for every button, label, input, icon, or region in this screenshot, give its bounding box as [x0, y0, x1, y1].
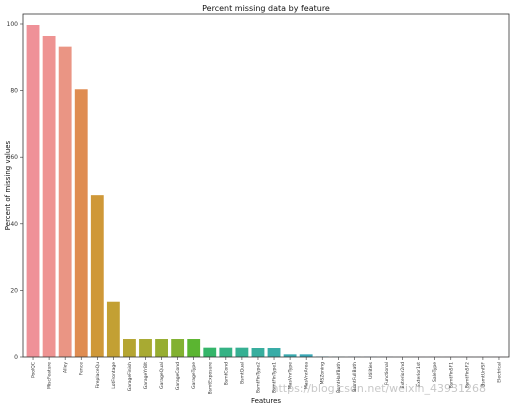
x-tick-label-GarageYrBlt: GarageYrBlt: [143, 362, 149, 389]
bar-BsmtCond: [219, 347, 233, 357]
bar-GarageType: [187, 339, 201, 357]
bar-BsmtFinType2: [251, 348, 265, 357]
x-tick-label-BsmtFinType1: BsmtFinType1: [272, 362, 278, 393]
bar-PoolQC: [26, 24, 40, 358]
bar-GarageYrBlt: [139, 339, 152, 357]
x-tick-label-Fence: Fence: [79, 362, 85, 375]
bar-BsmtQual: [235, 347, 249, 357]
x-tick-label-BsmtFullBath: BsmtFullBath: [352, 362, 358, 392]
x-tick-label-BsmtQual: BsmtQual: [239, 362, 245, 384]
bar-GarageCond: [171, 339, 185, 357]
x-tick-label-MasVnrType: MasVnrType: [288, 362, 294, 389]
bar-MasVnrArea: [299, 354, 313, 357]
x-tick-label-PoolQC: PoolQC: [31, 362, 37, 378]
x-tick-label-Functional: Functional: [384, 362, 390, 385]
x-tick-label-GarageCond: GarageCond: [175, 362, 181, 390]
x-tick-label-BsmtFinType2: BsmtFinType2: [255, 362, 261, 393]
bar-BsmtExposure: [203, 347, 217, 357]
bar-MiscFeature: [42, 35, 56, 357]
x-axis: PoolQC MiscFeature Alley Fence FireplaceQu Lo…: [31, 357, 502, 395]
x-tick-label-MiscFeature: MiscFeature: [47, 362, 53, 389]
chart-title: Percent missing data by feature: [202, 4, 330, 13]
y-tick-label-40: 40: [10, 221, 18, 228]
bar-Fence: [74, 89, 88, 357]
bar-GarageFinish: [123, 339, 136, 357]
x-tick-label-SaleType: SaleType: [432, 362, 438, 382]
watermark-text: https://blog.csdn.net/weixin_43931268: [271, 382, 486, 395]
bars-group: [26, 24, 506, 358]
bar-GarageQual: [155, 339, 168, 357]
bar-FireplaceQu: [90, 195, 104, 357]
x-tick-label-LotFrontage: LotFrontage: [111, 362, 117, 389]
y-tick-label-0: 0: [14, 354, 18, 361]
y-tick-label-100: 100: [7, 21, 19, 28]
x-tick-label-BsmtUnfSF: BsmtUnfSF: [480, 362, 486, 387]
x-tick-label-MasVnrArea: MasVnrArea: [304, 362, 310, 389]
y-tick-label-60: 60: [10, 154, 18, 161]
x-tick-label-MSZoning: MSZoning: [320, 362, 326, 385]
y-axis: 0 20 40 60 80 100: [7, 21, 23, 361]
x-tick-label-Exterior2nd: Exterior2nd: [400, 362, 406, 388]
plot-frame: [22, 13, 510, 358]
x-tick-label-FireplaceQu: FireplaceQu: [95, 362, 101, 389]
y-tick-label-80: 80: [10, 88, 18, 95]
bar-BsmtFinType1: [267, 348, 281, 357]
bar-MasVnrType: [283, 354, 297, 357]
x-tick-label-Electrical: Electrical: [496, 362, 502, 383]
x-tick-label-GarageFinish: GarageFinish: [127, 362, 133, 391]
x-axis-label: Features: [251, 397, 281, 405]
y-axis-label: Percent of missing values: [4, 140, 12, 230]
x-tick-label-BsmtExposure: BsmtExposure: [207, 362, 213, 395]
x-tick-label-Utilities: Utilities: [368, 361, 374, 379]
x-tick-label-Alley: Alley: [63, 362, 69, 373]
x-tick-label-BsmtHalfBath: BsmtHalfBath: [336, 362, 342, 393]
x-tick-label-BsmtCond: BsmtCond: [223, 362, 229, 385]
x-tick-label-BsmtFinSF2: BsmtFinSF2: [464, 362, 470, 388]
x-tick-label-GarageQual: GarageQual: [159, 362, 165, 389]
bar-Alley: [58, 46, 72, 357]
x-tick-label-Exterior1st: Exterior1st: [416, 362, 422, 387]
y-tick-label-20: 20: [10, 287, 18, 294]
bar-LotFrontage: [106, 301, 120, 357]
x-tick-label-BsmtFinSF1: BsmtFinSF1: [448, 362, 454, 388]
x-tick-label-GarageType: GarageType: [191, 362, 197, 389]
